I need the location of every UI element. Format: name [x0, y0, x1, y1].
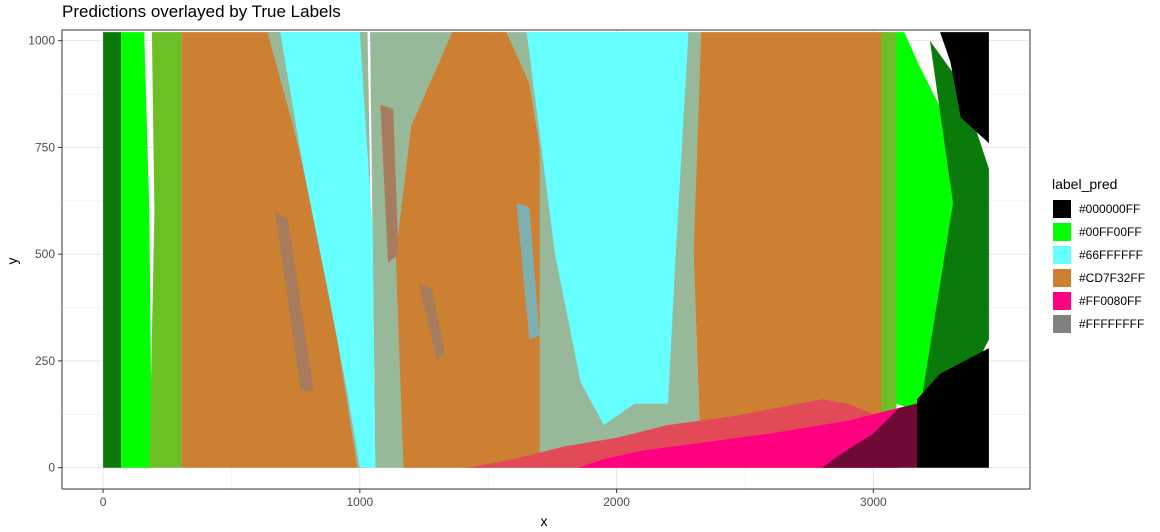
- region-cd7f32ff: [395, 32, 550, 468]
- legend-key: [1052, 198, 1072, 219]
- region-66ffffff: [526, 32, 689, 425]
- legend-label: #66FFFFFF: [1079, 247, 1144, 262]
- plot-panel-border: [61, 29, 1031, 490]
- region-cd7f32ff: [693, 32, 887, 468]
- x-tick-label: 2000: [603, 495, 630, 509]
- legend-label: #CD7F32FF: [1079, 270, 1146, 285]
- region-ffffffff: [380, 104, 399, 263]
- x-axis-title: x: [541, 513, 548, 529]
- region-00ff00ff: [919, 40, 989, 413]
- legend-item: #66FFFFFF: [1052, 243, 1145, 266]
- region-00ff00ff: [896, 32, 971, 413]
- legend-label: #000000FF: [1079, 201, 1141, 216]
- legend-key: [1052, 313, 1072, 334]
- legend-item: #FF0080FF: [1052, 289, 1145, 312]
- legend-item: #00FF00FF: [1052, 220, 1145, 243]
- y-tick-label: 250: [35, 354, 55, 368]
- y-axis-title: y: [4, 258, 20, 265]
- region-00ff00ff: [121, 32, 152, 468]
- x-tick-label: 1000: [346, 495, 373, 509]
- legend-key: [1052, 221, 1072, 242]
- legend-label: #FFFFFFFF: [1079, 316, 1145, 331]
- legend-key: [1052, 244, 1072, 265]
- region-00ff00ff: [881, 32, 897, 468]
- y-tick-label: 750: [35, 140, 55, 154]
- legend-item: #000000FF: [1052, 197, 1145, 220]
- y-tick-label: 0: [48, 461, 55, 475]
- x-tick-label: 3000: [860, 495, 887, 509]
- y-tick-label: 500: [35, 247, 55, 261]
- legend-label: #FF0080FF: [1079, 293, 1142, 308]
- legend-title: label_pred: [1052, 176, 1118, 192]
- chart-canvas: 0 1000 2000 3000 0 250 500 750 1000 x y: [4, 29, 1031, 529]
- region-00ff00ff: [149, 32, 182, 468]
- region-000000ff: [917, 348, 989, 468]
- region-ff0080ff: [822, 403, 917, 468]
- legend-key: [1052, 267, 1072, 288]
- legend-items: #000000FF #00FF00FF #66FFFFFF #CD7F32FF #FF0…: [1052, 197, 1145, 335]
- legend-key: [1052, 290, 1072, 311]
- region-ff0080ff: [578, 407, 900, 468]
- legend-label: #00FF00FF: [1079, 224, 1142, 239]
- region-00ff00ff: [103, 32, 122, 468]
- region-ffffffff: [418, 284, 445, 361]
- legend-item: #CD7F32FF: [1052, 266, 1145, 289]
- region-ffffffff: [516, 202, 540, 340]
- axis-ticks: 0 1000 2000 3000 0 250 500 750 1000: [28, 34, 887, 509]
- legend-item: #FFFFFFFF: [1052, 312, 1145, 335]
- y-tick-label: 1000: [28, 34, 55, 48]
- x-tick-label: 0: [100, 495, 107, 509]
- region-000000ff: [940, 32, 989, 144]
- legend: label_pred #000000FF #00FF00FF #66FFFFFF #C…: [1052, 176, 1145, 335]
- region-ffffffff: [275, 211, 314, 391]
- plot-data: [103, 32, 989, 468]
- region-66ffffff: [280, 32, 376, 468]
- chart-title: Predictions overlayed by True Labels: [62, 2, 341, 21]
